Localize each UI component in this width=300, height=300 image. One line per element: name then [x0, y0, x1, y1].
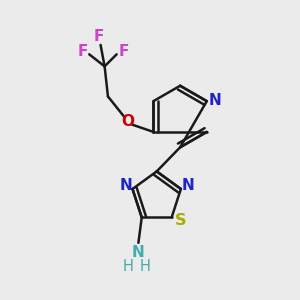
Text: N: N	[132, 245, 145, 260]
Text: N: N	[209, 93, 222, 108]
Text: N: N	[181, 178, 194, 193]
Text: O: O	[122, 114, 134, 129]
Text: F: F	[118, 44, 128, 59]
Text: H: H	[140, 260, 151, 274]
Text: S: S	[175, 213, 186, 228]
Text: F: F	[94, 29, 104, 44]
Text: F: F	[77, 44, 88, 59]
Text: H: H	[122, 260, 133, 274]
Text: N: N	[119, 178, 132, 193]
